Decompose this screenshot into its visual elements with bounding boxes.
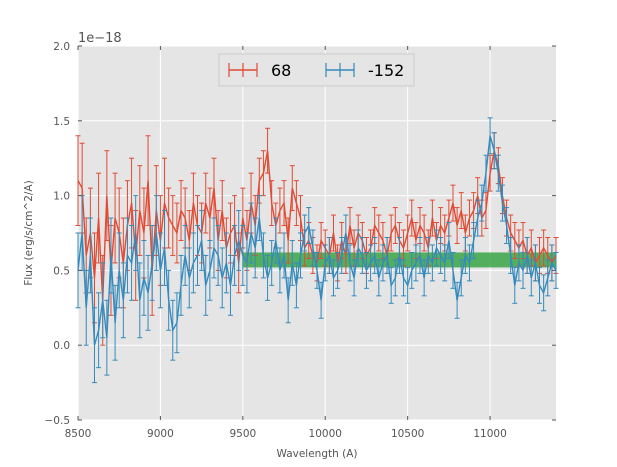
x-tick-label: 8500	[65, 428, 92, 440]
y-axis-label: Flux (erg/s/cm^2/A)	[23, 180, 35, 285]
plot-background	[78, 46, 556, 420]
legend-label: -152	[368, 61, 404, 80]
x-axis-label: Wavelength (A)	[276, 448, 357, 460]
y-tick-label: 0.0	[53, 340, 70, 352]
series-line	[77, 135, 557, 346]
y-tick-label: 1.0	[53, 191, 70, 203]
legend-entry-1: -152	[325, 61, 404, 80]
y-tick-label: 1.5	[53, 116, 70, 128]
y-tick-label: 0.5	[53, 265, 70, 277]
y-offset-label: 1e−18	[78, 31, 122, 46]
x-tick-label: 10000	[309, 428, 342, 440]
x-tick-label: 10500	[391, 428, 424, 440]
legend-entry-0: 68	[228, 61, 291, 80]
legend-label: 68	[271, 61, 291, 80]
y-tick-label: −0.5	[45, 415, 71, 427]
x-tick-label: 11000	[473, 428, 506, 440]
x-tick-label: 9500	[229, 428, 256, 440]
series-1	[75, 117, 559, 384]
axis-ticks: 8500 9000 9500 10000 10500 11000 −0.5 0.0 0.5 1.0…	[45, 41, 556, 440]
x-tick-label: 9000	[147, 428, 174, 440]
y-tick-label: 2.0	[53, 41, 70, 53]
legend: 68 -152	[218, 53, 415, 87]
series-group	[75, 117, 559, 384]
